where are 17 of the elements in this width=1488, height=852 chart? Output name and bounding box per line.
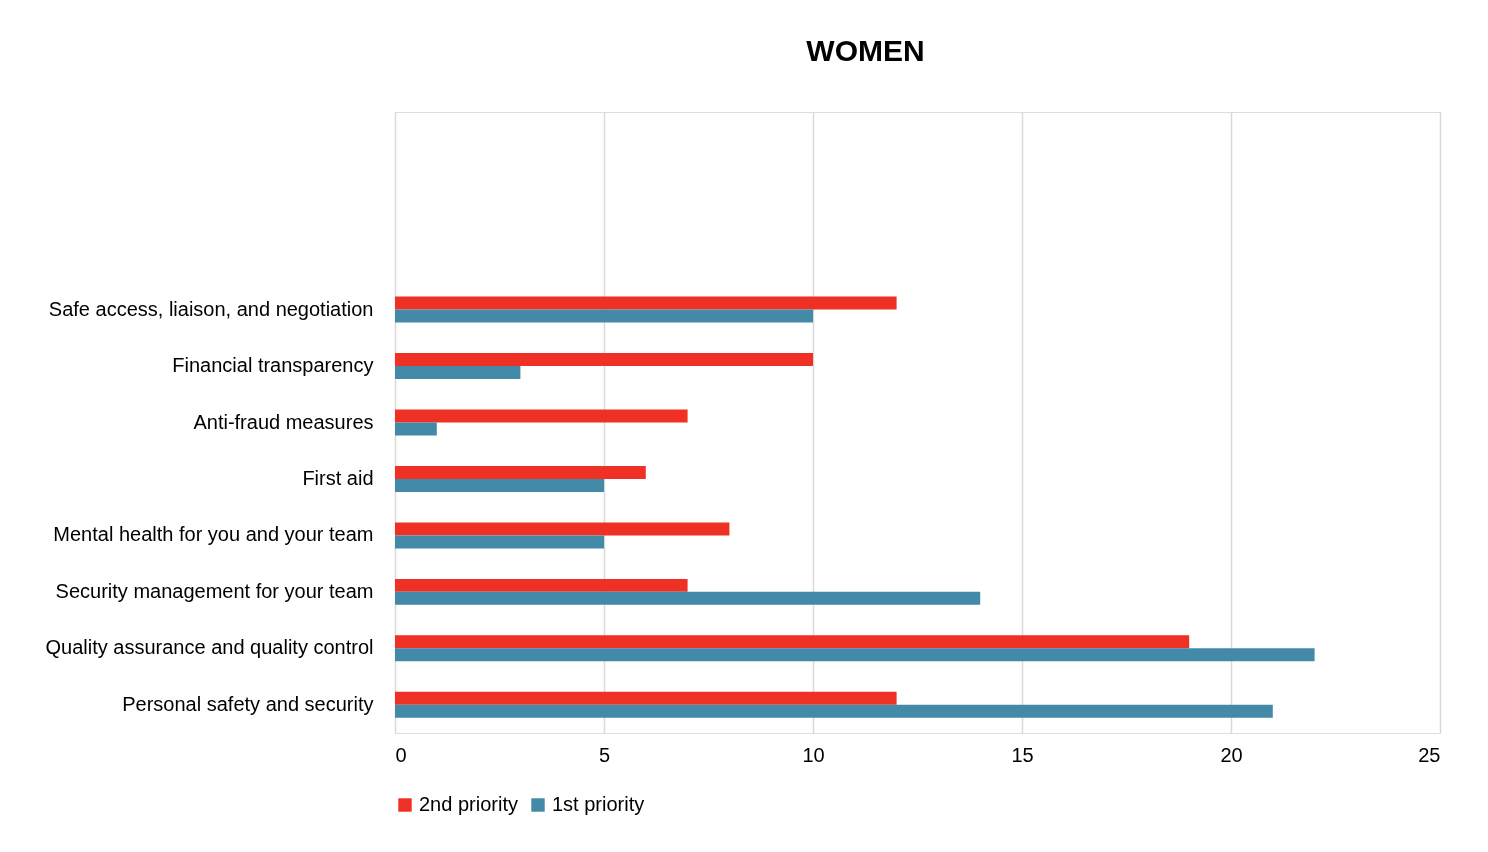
legend-label: 1st priority [552,793,645,815]
y-tick-label: Security management for your team [55,579,374,602]
legend-label: 2nd priority [419,793,518,815]
y-tick-label: First aid [302,466,374,489]
x-tick-label: 5 [598,743,611,766]
x-tick-label: 10 [802,743,825,766]
chart-title: WOMEN [806,34,925,67]
x-tick-label: 0 [395,743,407,766]
y-tick-label: Financial transparency [172,354,374,377]
y-tick-label: Mental health for you and your team [53,523,374,546]
y-tick-label: Quality assurance and quality control [45,636,374,659]
y-tick-label: Anti-fraud measures [193,410,374,433]
x-tick-label: 20 [1220,743,1243,766]
x-tick-label: 15 [1011,743,1034,766]
y-tick-label: Personal safety and security [122,692,374,715]
x-tick-label: 25 [1418,743,1441,766]
y-tick-label: Safe access, liaison, and negotiation [48,297,374,320]
